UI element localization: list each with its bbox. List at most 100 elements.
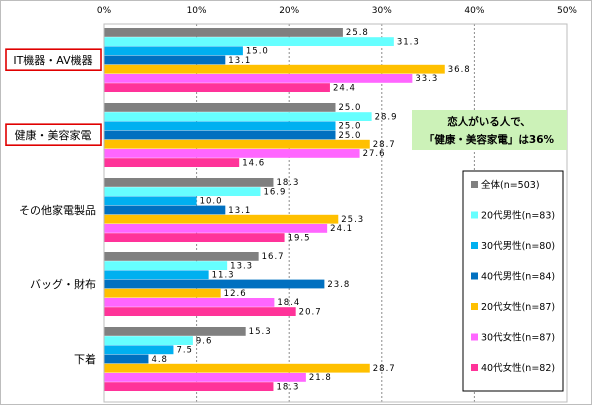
data-label: 11.3 (212, 271, 235, 281)
bar (104, 178, 274, 187)
legend-label: 全体(n=503) (481, 179, 540, 191)
bar (104, 214, 339, 224)
x-tick-label: 50% (557, 6, 577, 16)
legend-swatch (471, 181, 478, 188)
x-tick-label: 10% (187, 6, 207, 16)
bar (104, 288, 221, 298)
data-label: 23.8 (327, 280, 350, 290)
legend-swatch (471, 272, 478, 280)
data-label: 16.7 (262, 252, 285, 262)
bar (104, 363, 370, 373)
category-highlight-box (5, 123, 102, 146)
bar (104, 205, 226, 215)
bar (104, 187, 261, 196)
data-label: 7.5 (176, 346, 193, 356)
bar (104, 83, 330, 92)
x-tick-label: 30% (372, 6, 392, 16)
data-label: 28.7 (373, 364, 396, 374)
bar (104, 233, 285, 242)
data-label: 31.3 (397, 37, 420, 47)
data-label: 25.8 (346, 28, 369, 38)
data-label: 24.1 (330, 224, 353, 234)
bar (104, 336, 193, 345)
legend-swatch (471, 364, 478, 371)
bar (104, 55, 226, 65)
bar (104, 74, 413, 83)
category-label: バッグ・財布 (30, 277, 96, 291)
bar (104, 270, 209, 280)
bar (104, 158, 240, 167)
data-label: 27.6 (363, 149, 386, 159)
category-highlight-box (5, 48, 102, 72)
bar (104, 28, 343, 37)
bar (104, 46, 243, 56)
data-label: 20.7 (299, 307, 322, 317)
legend-label: 30代男性(n=80) (481, 240, 555, 252)
data-label: 12.6 (224, 289, 247, 299)
bar (104, 345, 174, 355)
legend-swatch (471, 211, 478, 219)
bar (104, 196, 197, 206)
legend-box (462, 170, 564, 392)
bar (104, 354, 149, 364)
data-label: 21.8 (309, 373, 332, 383)
data-label: 25.3 (341, 215, 364, 225)
data-label: 36.8 (448, 65, 471, 75)
data-label: 13.1 (228, 206, 251, 216)
bar (104, 103, 336, 112)
data-label: 28.9 (375, 112, 398, 122)
data-label: 28.7 (373, 140, 396, 150)
bar (104, 382, 274, 391)
data-label: 18.4 (277, 298, 300, 308)
x-tick-label: 0% (97, 6, 112, 16)
data-label: 15.3 (249, 327, 272, 337)
legend-label: 40代女性(n=82) (481, 362, 555, 374)
bar (104, 130, 336, 140)
data-label: 16.9 (263, 187, 286, 197)
annotation-box (412, 110, 567, 150)
bar (104, 112, 372, 121)
legend-label: 30代女性(n=87) (481, 332, 555, 344)
category-label: 下着 (74, 352, 96, 366)
plot-border (103, 23, 568, 403)
bar (104, 64, 445, 74)
legend-swatch (471, 333, 478, 341)
data-label: 24.4 (333, 83, 356, 93)
data-label: 4.8 (151, 355, 168, 365)
data-label: 25.0 (339, 131, 362, 141)
bar (104, 121, 336, 131)
data-label: 25.0 (339, 103, 362, 113)
data-label: 19.5 (288, 233, 311, 243)
x-tick-label: 40% (464, 6, 484, 16)
data-label: 33.3 (415, 74, 438, 84)
bar (104, 307, 296, 316)
bar (104, 149, 360, 158)
x-tick-label: 20% (279, 6, 299, 16)
legend-label: 20代女性(n=87) (481, 301, 555, 313)
bar (104, 224, 328, 233)
category-label: 健康・美容家電 (15, 128, 92, 142)
data-label: 18.3 (276, 178, 299, 188)
data-label: 25.0 (339, 122, 362, 132)
bar (104, 261, 228, 270)
bar (104, 279, 325, 289)
data-label: 15.0 (246, 47, 269, 57)
annotation-line-2: 「健康・美容家電」は36% (424, 133, 555, 146)
bar (104, 298, 275, 307)
data-label: 9.6 (196, 336, 213, 346)
data-label: 13.3 (230, 261, 253, 271)
legend-swatch (471, 242, 478, 249)
legend-swatch (471, 303, 478, 310)
data-label: 14.6 (242, 158, 265, 168)
bar (104, 139, 370, 149)
category-label: その他家電製品 (19, 203, 96, 217)
data-label: 18.3 (276, 382, 299, 392)
legend-label: 20代男性(n=83) (481, 210, 555, 222)
legend-label: 40代男性(n=84) (481, 271, 555, 283)
bar (104, 373, 306, 382)
bar (104, 252, 259, 261)
category-label: IT機器・AV機器 (13, 53, 92, 67)
data-label: 10.0 (200, 197, 223, 207)
